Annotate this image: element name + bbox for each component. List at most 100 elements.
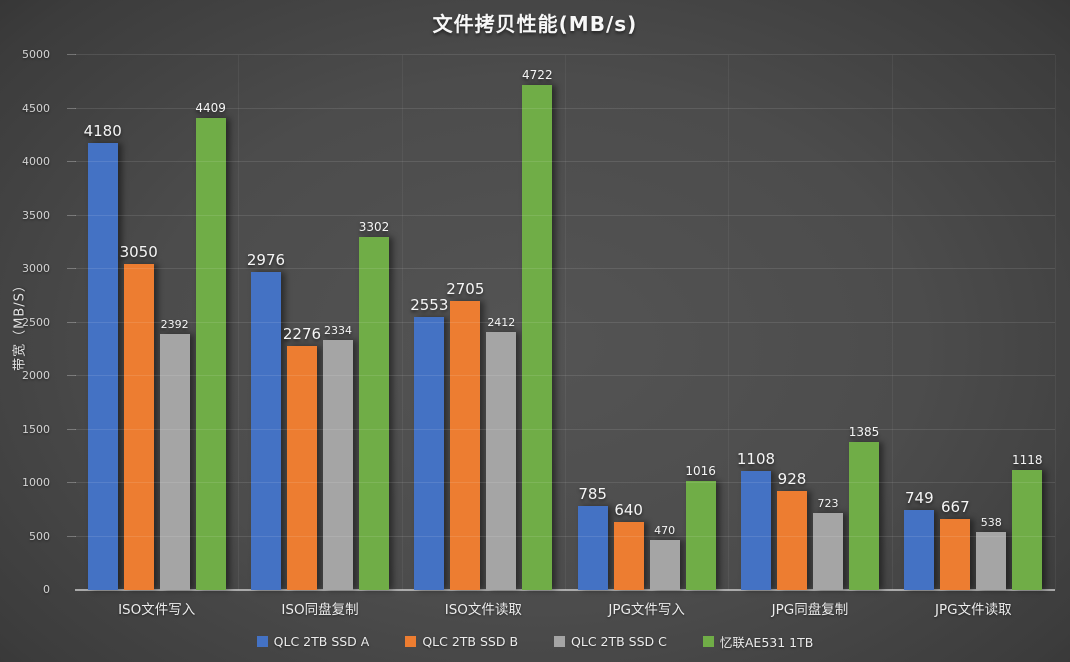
category-label: ISO同盘复制 [281,602,359,618]
y-tick-label: 5000 [22,48,50,61]
bar-value-label: 2553 [410,295,449,314]
bar: 723 [812,497,843,590]
category-boundary-line [238,55,240,590]
bar-value-label: 2276 [282,325,322,344]
category-boundary-line [728,55,730,590]
bar-value-label: 4180 [83,121,122,140]
legend-item: QLC 2TB SSD A [256,634,369,649]
chart-title: 文件拷贝性能(MB/s) [432,12,638,36]
plot-area: 4180 3050 2392 4409 2976 2276 2334 3302 2553 2705… [67,54,1056,591]
bar-value-label: 667 [940,497,970,516]
bar: 470 [649,524,680,590]
legend-label: QLC 2TB SSD C [571,634,667,649]
bar: 2412 [486,316,517,590]
bar: 4409 [195,101,226,590]
bar-value-label: 640 [614,500,643,519]
y-tick-label: 500 [29,529,50,543]
legend-swatch [405,636,417,647]
bar-value-label: 2705 [446,279,485,298]
bar-group: 4180 3050 2392 4409 [75,55,238,590]
bar: 667 [940,498,971,590]
bar-group: 2553 2705 2412 4722 [402,55,565,590]
category-label: ISO文件写入 [118,602,196,618]
category-label: JPG同盘复制 [771,602,849,618]
y-axis-tick [67,268,76,269]
y-tick-label: 1500 [22,422,50,436]
y-tick-label: 2500 [22,315,50,329]
y-tick-label: 4500 [22,101,50,115]
gridline [75,535,1055,537]
category-boundary-line [1055,55,1056,590]
y-axis-tick [67,107,76,109]
bar-value-label: 470 [654,523,676,537]
bar: 1385 [849,425,879,590]
bar-value-label: 2334 [323,324,352,338]
legend-swatch [256,636,268,647]
y-tick-label: 0 [43,583,50,596]
y-tick-label: 3500 [22,208,50,222]
gridline [75,375,1055,376]
legend-swatch [554,636,566,647]
bar-value-label: 4722 [522,67,553,82]
y-axis-tick [67,375,76,376]
legend-item: 忆联AE531 1TB [702,632,814,651]
bar-group: 1108 928 723 1385 [728,55,891,590]
y-tick-label: 3000 [22,262,50,275]
bar: 1118 [1012,453,1043,590]
bar-value-label: 2412 [487,315,516,329]
y-axis-tick [67,54,76,55]
bar-value-label: 3302 [358,219,390,234]
bar: 2392 [159,318,190,590]
y-axis-tick-labels: 0 500 1000 1500 2000 2500 3000 3500 4000 4500 5000 [0,48,62,596]
bar: 2334 [322,324,353,590]
bar: 3302 [359,220,389,590]
bar: 2705 [446,280,484,590]
gridline [75,268,1055,269]
y-axis-tick [67,214,76,216]
y-tick-label: 4000 [22,155,50,168]
bar: 1108 [737,450,775,590]
bar: 4180 [84,122,122,590]
bar-value-label: 2976 [246,250,286,269]
gridline [75,161,1055,162]
bar-value-label: 3050 [119,242,158,261]
x-axis-category-labels: ISO文件写入 ISO同盘复制 ISO文件读取 JPG文件写入 JPG同盘复制 JPG文件… [75,598,1055,618]
y-axis-tick [67,482,76,483]
bar-value-label: 4409 [195,101,226,116]
bar-value-label: 1016 [685,464,716,479]
y-axis-tick [67,428,76,430]
bar: 4722 [522,68,553,590]
legend-label: 忆联AE531 1TB [719,635,814,650]
gridline [75,54,1055,55]
gridline [75,321,1055,323]
bar: 928 [776,470,807,590]
legend: QLC 2TB SSD A QLC 2TB SSD B QLC 2TB SSD C 忆… [0,632,1070,651]
bar-group: 785 640 470 1016 [565,55,728,590]
y-axis-tick [67,321,76,323]
category-label: JPG文件读取 [935,602,1012,618]
gridline [75,482,1055,483]
bar-value-label: 1385 [848,424,880,439]
bar-value-label: 1118 [1012,453,1043,468]
bar-value-label: 723 [817,496,839,510]
bar: 2976 [247,251,285,590]
bar: 1016 [685,464,716,590]
legend-item: QLC 2TB SSD B [405,634,518,649]
bar-value-label: 928 [777,469,807,488]
category-boundary-line [565,55,566,590]
category-label: ISO文件读取 [444,602,522,618]
y-axis-tick [67,161,76,162]
bar: 538 [976,516,1007,590]
bar: 640 [613,501,644,590]
category-boundary-line [401,55,403,590]
y-tick-label: 1000 [22,476,50,489]
y-axis-tick [67,535,76,537]
category-boundary-line [891,55,893,590]
bar: 785 [577,485,608,590]
bar-value-label: 749 [904,488,934,507]
gridline [75,428,1055,430]
bar: 2553 [410,296,448,590]
bar-value-label: 2392 [160,318,189,332]
bar-groups: 4180 3050 2392 4409 2976 2276 2334 3302 2553 2705… [75,55,1055,590]
